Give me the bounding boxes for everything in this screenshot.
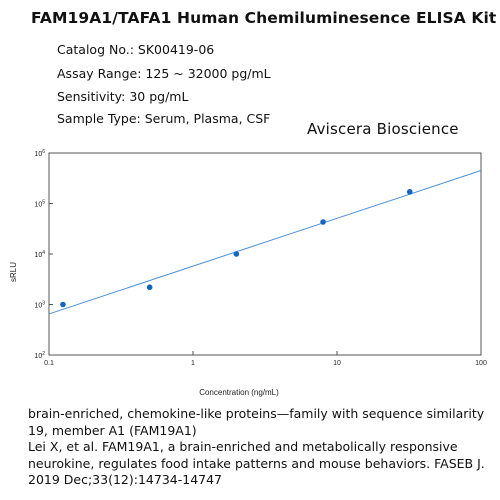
- y-axis-label: sRLU: [9, 262, 18, 282]
- data-point: [320, 219, 326, 225]
- x-axis-label: Concentration (ng/mL): [199, 388, 279, 397]
- caption: brain-enriched, chemokine-like proteins—…: [28, 406, 490, 489]
- caption-citation: Lei X, et al. FAM19A1, a brain-enriched …: [28, 439, 485, 487]
- data-point: [233, 251, 240, 257]
- sensitivity: Sensitivity: 30 pg/mL: [57, 89, 189, 104]
- y-tick-label: 102: [34, 351, 45, 360]
- x-tick-label: 100: [475, 360, 487, 367]
- assay-range: Assay Range: 125 ~ 32000 pg/mL: [57, 66, 271, 81]
- y-tick-label: 103: [34, 301, 45, 310]
- y-tick-label: 104: [34, 250, 45, 259]
- y-tick-label: 106: [34, 149, 45, 158]
- data-point: [406, 189, 413, 195]
- data-point: [146, 284, 153, 291]
- fit-line: [48, 170, 482, 315]
- x-axis-ticks: 0.1 1 10 100: [44, 351, 487, 367]
- x-tick-label: 0.1: [44, 360, 54, 367]
- standard-curve-chart: 0.1 1 10 100 102 103 104 105 106 Concentration …: [9, 149, 487, 397]
- plot-frame: [48, 152, 482, 356]
- data-point: [60, 301, 66, 308]
- x-tick-label: 10: [333, 360, 341, 367]
- caption-description: brain-enriched, chemokine-like proteins—…: [28, 406, 485, 438]
- company-name: Aviscera Bioscience: [307, 120, 459, 138]
- sample-type: Sample Type: Serum, Plasma, CSF: [57, 111, 271, 126]
- page-title: FAM19A1/TAFA1 Human Chemiluminesence ELI…: [31, 9, 497, 27]
- y-tick-label: 105: [34, 200, 45, 209]
- y-axis-ticks: 102 103 104 105 106: [34, 149, 53, 360]
- x-tick-label: 1: [191, 360, 195, 367]
- data-points: [60, 189, 413, 308]
- catalog-number: Catalog No.: SK00419-06: [57, 42, 215, 57]
